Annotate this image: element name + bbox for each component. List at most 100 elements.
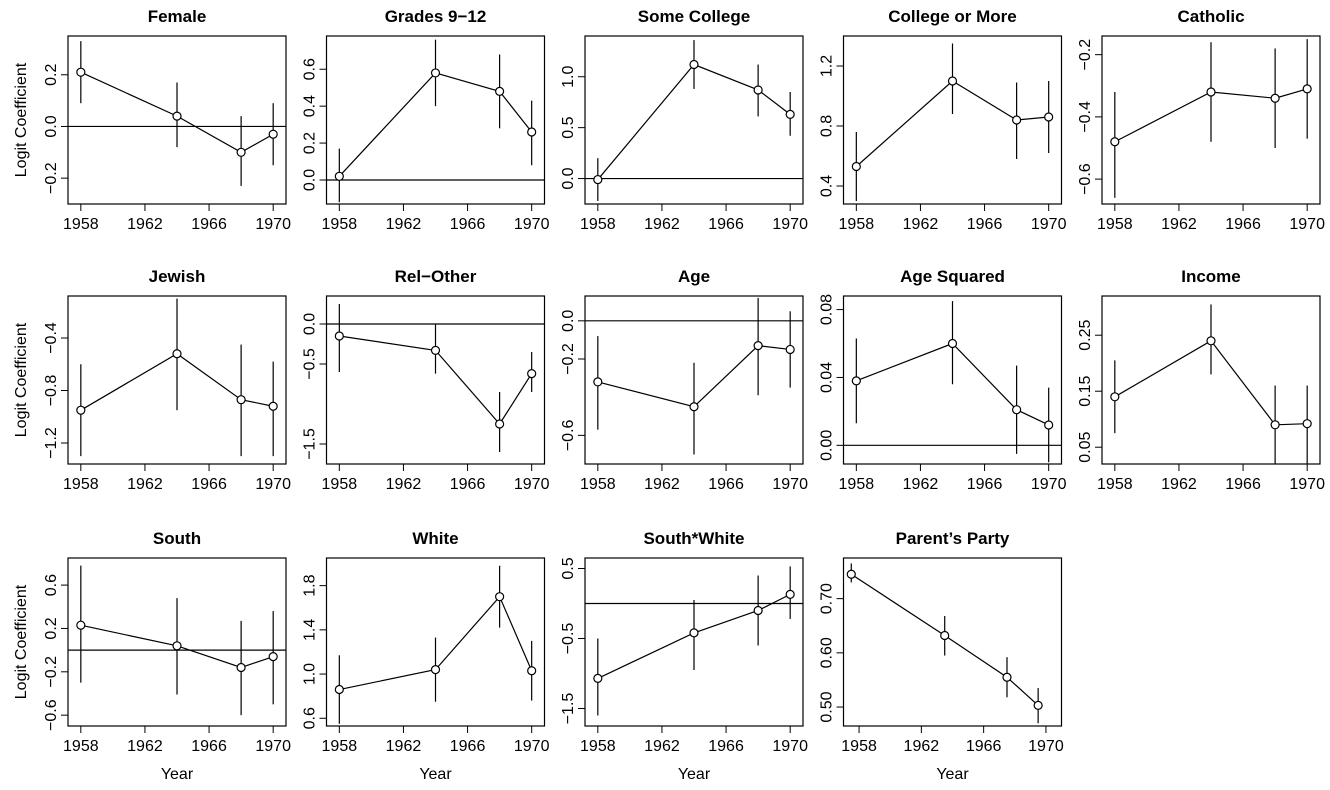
data-point: [527, 369, 537, 379]
x-tick-label: 1970: [1289, 476, 1325, 493]
y-tick-label: 0.8: [819, 115, 836, 137]
y-tick-label: 0.25: [1077, 320, 1094, 351]
data-line: [80, 353, 274, 411]
x-tick-label: 1966: [450, 216, 486, 233]
x-tick-label: 1962: [127, 738, 163, 755]
data-point: [947, 338, 958, 349]
panel-title: College or More: [888, 7, 1016, 26]
data-point: [785, 109, 795, 120]
y-tick-label: −0.6: [43, 699, 60, 731]
y-tick-label: 0.0: [560, 167, 577, 189]
y-tick-label: −0.6: [560, 419, 577, 451]
plot-frame: [67, 35, 287, 205]
y-tick-label: 0.70: [819, 583, 836, 614]
x-tick-label: 1966: [708, 216, 744, 233]
panel-title: White: [412, 529, 458, 548]
x-tick-label: 1962: [1161, 476, 1197, 493]
plot-frame: [325, 35, 546, 205]
y-tick-label: 0.05: [1077, 432, 1094, 463]
data-point: [1044, 112, 1054, 122]
y-tick-label: 0.0: [302, 169, 319, 191]
y-tick-label: 0.0: [560, 310, 577, 332]
data-point: [1044, 420, 1054, 430]
data-point: [1206, 336, 1216, 346]
data-point: [593, 673, 603, 684]
x-tick-label: 1966: [967, 476, 1003, 493]
panel-title: South*White: [643, 529, 744, 548]
y-tick-label: −0.2: [43, 656, 60, 688]
y-axis-label: Logit Coefficient: [13, 62, 30, 177]
x-tick-label: 1970: [1031, 216, 1067, 233]
x-tick-label: 1966: [191, 216, 227, 233]
y-tick-label: 1.2: [819, 55, 836, 77]
data-point: [1302, 419, 1312, 429]
data-point: [334, 684, 344, 695]
data-point: [76, 67, 86, 77]
x-tick-label: 1962: [644, 476, 680, 493]
data-point: [851, 376, 861, 386]
x-tick-label: 1958: [580, 216, 616, 233]
data-point: [430, 68, 441, 78]
y-tick-label: 0.4: [819, 175, 836, 197]
plot-frame: [325, 295, 546, 465]
y-tick-label: 0.2: [302, 132, 319, 154]
x-tick-label: 1970: [255, 738, 291, 755]
x-tick-label: 1958: [1097, 476, 1133, 493]
panel: Age Squared 1958 1962 1966 1970 0.00 0.04 0.08: [819, 267, 1067, 493]
panel: Female 1958 1962 1966 1970 −0.2 0.0 0.2 Logit Co…: [13, 7, 291, 233]
y-tick-label: 0.50: [819, 691, 836, 722]
data-point: [236, 395, 246, 405]
data-line: [339, 595, 533, 691]
panel-title: Grades 9−12: [385, 7, 487, 26]
y-tick-label: 0.0: [43, 115, 60, 137]
x-tick-label: 1962: [903, 216, 939, 233]
x-axis-label: Year: [419, 766, 452, 783]
panel-title: Jewish: [149, 267, 206, 286]
data-point: [495, 592, 505, 602]
data-point: [334, 171, 344, 181]
plot-frame: [584, 35, 804, 205]
data-line: [80, 71, 274, 153]
x-tick-label: 1962: [386, 216, 422, 233]
x-tick-label: 1962: [903, 476, 939, 493]
x-tick-label: 1958: [63, 216, 99, 233]
x-tick-label: 1958: [841, 738, 877, 755]
plot-frame: [67, 295, 287, 465]
data-point: [947, 76, 958, 86]
x-tick-label: 1962: [1161, 216, 1197, 233]
data-point: [172, 641, 182, 651]
panel: Age 1958 1962 1966 1970 −0.6 −0.2 0.0: [560, 267, 808, 493]
y-tick-label: 0.2: [43, 64, 60, 86]
panel: Rel−Other 1958 1962 1966 1970 −1.5 −0.5 0.0: [302, 267, 550, 493]
plot-frame: [325, 557, 546, 727]
data-line: [338, 72, 533, 177]
plot-frame: [1101, 35, 1321, 205]
x-tick-label: 1966: [450, 476, 486, 493]
y-tick-label: 0.6: [302, 58, 319, 80]
panel-title: Some College: [638, 7, 750, 26]
data-point: [334, 331, 344, 341]
data-point: [172, 111, 182, 121]
x-tick-label: 1962: [127, 476, 163, 493]
y-axis-label: Logit Coefficient: [13, 584, 30, 699]
x-tick-label: 1962: [386, 738, 422, 755]
x-tick-label: 1966: [191, 738, 227, 755]
plot-frame: [842, 295, 1063, 465]
y-tick-label: 0.0: [302, 313, 319, 335]
data-point: [785, 344, 795, 355]
plot-frame: [842, 557, 1063, 727]
panel: Parent’s Party 1958 1962 1966 1970 0.50 0.60 0.…: [819, 529, 1064, 783]
y-axis-label: Logit Coefficient: [13, 322, 30, 437]
y-tick-label: 0.04: [819, 362, 836, 393]
y-tick-label: −1.5: [560, 693, 577, 725]
data-point: [1002, 672, 1012, 682]
data-point: [1302, 84, 1312, 94]
data-point: [1206, 87, 1216, 97]
data-point: [236, 662, 246, 673]
x-tick-label: 1962: [644, 738, 680, 755]
data-point: [1012, 115, 1022, 125]
y-tick-label: 1.0: [560, 66, 577, 88]
data-line: [1114, 88, 1308, 143]
x-tick-label: 1962: [644, 216, 680, 233]
panel: South 1958 1962 1966 1970 −0.6 −0.2 0.2 0.6 Logit…: [13, 529, 291, 783]
